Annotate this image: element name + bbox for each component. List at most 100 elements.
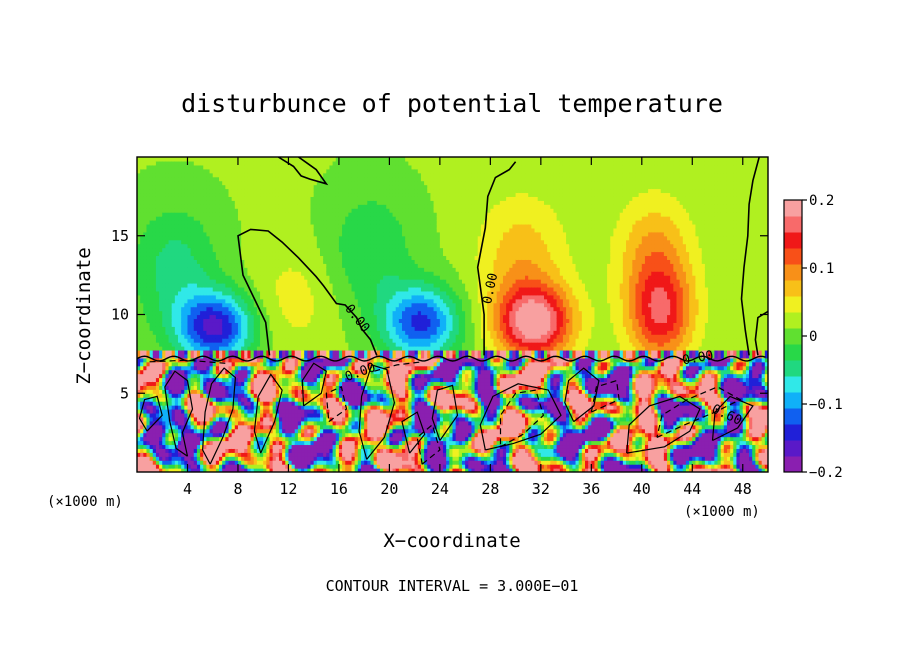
heatmap-cell [149, 381, 154, 386]
heatmap-cell [146, 468, 151, 472]
heatmap-cell [137, 180, 141, 186]
heatmap-cell [203, 164, 208, 170]
heatmap-cell [196, 456, 201, 461]
heatmap-cell [155, 160, 160, 166]
heatmap-cell [228, 271, 233, 276]
heatmap-cell [159, 416, 163, 422]
heatmap-cell [149, 401, 154, 406]
heatmap-cell [225, 279, 230, 284]
heatmap-cell [146, 460, 151, 465]
heatmap-cell [193, 444, 198, 449]
heatmap-cell [241, 263, 245, 268]
heatmap-cell [203, 397, 208, 402]
heatmap-cell [200, 239, 204, 245]
heatmap-cell [171, 432, 176, 438]
heatmap-cell [228, 448, 233, 453]
heatmap-cell [187, 326, 192, 331]
heatmap-cell [174, 259, 179, 264]
heatmap-cell [143, 468, 148, 472]
heatmap-cell [165, 326, 170, 331]
heatmap-cell [206, 373, 211, 379]
heatmap-cell [162, 192, 166, 197]
heatmap-cell [159, 353, 163, 359]
heatmap-cell [184, 444, 189, 449]
heatmap-cell [137, 357, 141, 363]
heatmap-cell [225, 385, 230, 390]
heatmap-cell [143, 208, 148, 213]
heatmap-cell [162, 231, 166, 237]
heatmap-cell [174, 302, 179, 308]
heatmap-cell [237, 349, 242, 355]
heatmap-cell [212, 180, 217, 186]
heatmap-cell [184, 401, 189, 406]
heatmap-cell [159, 204, 163, 209]
heatmap-cell [206, 353, 211, 359]
heatmap-cell [137, 428, 141, 434]
heatmap-cell [137, 290, 141, 296]
heatmap-cell [137, 279, 141, 284]
heatmap-cell [146, 448, 151, 453]
heatmap-cell [203, 302, 208, 308]
heatmap-cell [209, 432, 214, 438]
heatmap-cell [178, 432, 182, 438]
heatmap-cell [244, 452, 249, 457]
heatmap-cell [165, 239, 170, 245]
heatmap-cell [152, 204, 157, 209]
heatmap-cell [146, 401, 151, 406]
heatmap-cell [168, 255, 173, 260]
heatmap-cell [143, 342, 148, 347]
heatmap-cell [187, 283, 192, 288]
heatmap-cell [222, 306, 226, 312]
heatmap-cell [168, 318, 173, 323]
heatmap-cell [174, 290, 179, 296]
heatmap-cell [231, 168, 236, 174]
heatmap-cell [140, 172, 144, 178]
heatmap-cell [155, 326, 160, 331]
heatmap-cell [178, 231, 182, 237]
heatmap-cell [178, 283, 182, 288]
heatmap-cell [159, 393, 163, 398]
heatmap-cell [193, 180, 198, 186]
heatmap-cell [193, 263, 198, 268]
heatmap-cell [219, 239, 223, 245]
heatmap-cell [231, 220, 236, 225]
heatmap-cell [219, 365, 223, 371]
heatmap-cell [152, 314, 157, 320]
heatmap-cell [228, 436, 233, 442]
heatmap-cell [159, 192, 163, 197]
heatmap-cell [146, 184, 151, 190]
heatmap-cell [155, 263, 160, 268]
heatmap-cell [171, 397, 176, 402]
heatmap-cell [215, 204, 220, 209]
heatmap-cell [178, 365, 182, 371]
heatmap-cell [209, 294, 214, 300]
heatmap-cell [219, 468, 223, 472]
heatmap-cell [231, 444, 236, 449]
heatmap-cell [222, 243, 226, 249]
heatmap-cell [231, 361, 236, 367]
heatmap-cells [137, 157, 768, 472]
heatmap-cell [203, 204, 208, 209]
heatmap-cell [209, 346, 214, 351]
heatmap-cell [234, 322, 239, 327]
heatmap-cell [196, 452, 201, 457]
heatmap-cell [193, 235, 198, 241]
heatmap-cell [219, 227, 223, 233]
heatmap-cell [159, 361, 163, 367]
heatmap-cell [206, 184, 211, 190]
heatmap-cell [146, 361, 151, 367]
heatmap-cell [196, 318, 201, 323]
heatmap-cell [237, 180, 242, 186]
heatmap-cell [237, 448, 242, 453]
heatmap-cell [196, 310, 201, 316]
heatmap-cell [212, 432, 217, 438]
heatmap-cell [137, 385, 141, 390]
heatmap-cell [181, 353, 185, 359]
heatmap-cell [200, 338, 204, 343]
heatmap-cell [219, 381, 223, 386]
heatmap-cell [174, 338, 179, 343]
heatmap-cell [206, 208, 211, 213]
heatmap-cell [155, 346, 160, 351]
heatmap-cell [234, 275, 239, 280]
heatmap-cell [212, 440, 217, 446]
